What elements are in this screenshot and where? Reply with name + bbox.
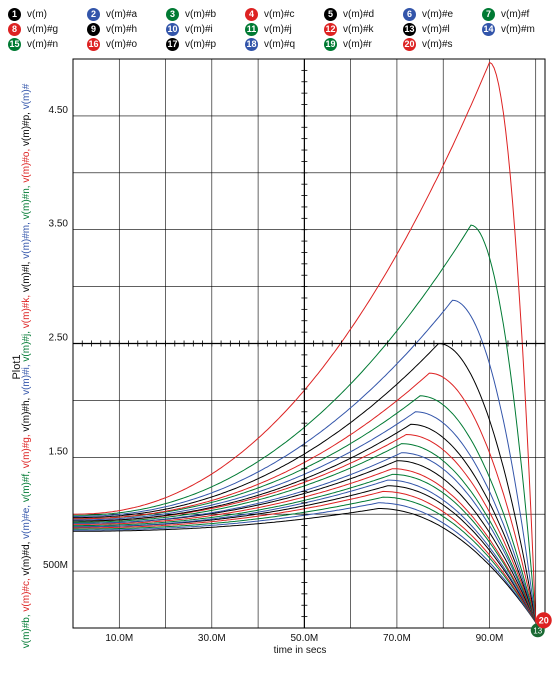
legend-marker: 4 [245,7,258,21]
legend-item: 10 v(m)#i [166,21,213,37]
legend-marker: 15 [8,37,21,51]
legend-item: 19 v(m)#r [324,36,372,52]
y-axis-series-name: v(m)#c, [21,575,32,612]
legend-label: v(m)#s [422,38,453,50]
y-axis-series-name: v(m)#n, [21,182,32,220]
x-tick-label: 50.0M [290,633,318,644]
x-tick-label: 90.0M [476,633,504,644]
legend-item: 6 v(m)#e [403,6,453,22]
y-axis-series-name: v(m)#e, [21,502,32,539]
y-axis-series-name: v(m)#b, [21,611,32,649]
legend-item: 15 v(m)#n [8,36,58,52]
legend-label: v(m)#p [185,38,217,50]
end-marker [535,612,552,629]
legend-item: 4 v(m)#c [245,6,295,22]
legend-label: v(m)#m [501,23,535,35]
legend-item: 1 v(m) [8,6,47,22]
legend-item: 12 v(m)#k [324,21,374,37]
y-axis-series-name: v(m)#k, [21,292,32,329]
legend-marker: 6 [403,7,416,21]
legend-marker: 10 [166,22,179,36]
legend-marker: 19 [324,37,337,51]
legend-label: v(m)#o [106,38,138,50]
legend-label: v(m)#h [106,23,138,35]
chart-legend: 1 v(m) 2 v(m)#a 3 v(m)#b 4 v(m)#c 5 v(m)#d 6 v(m)#e… [0,0,552,52]
y-tick-label: 1.50 [49,446,69,457]
x-tick-label: 30.0M [198,633,226,644]
legend-item: 13 v(m)#l [403,21,450,37]
legend-marker: 17 [166,37,179,51]
legend-label: v(m)#d [343,8,375,20]
legend-label: v(m) [27,8,47,20]
legend-item: 3 v(m)#b [166,6,216,22]
legend-marker: 1 [8,7,21,21]
tick-labels: 10.0M 30.0M 50.0M 70.0M 90.0M 500M 1.50 2.50 3.5… [43,105,503,644]
legend-marker: 20 [403,37,416,51]
legend-label: v(m)#k [343,23,374,35]
legend-item: 16 v(m)#o [87,36,137,52]
axes [72,58,546,629]
legend-item: 5 v(m)#d [324,6,374,22]
y-axis-series-name: v(m)#f, [21,468,32,503]
y-axis-series-name: v(m)#l, [21,258,32,293]
legend-label: v(m)#i [185,23,213,35]
legend-marker: 8 [8,22,21,36]
legend-label: v(m)#j [264,23,292,35]
legend-item: 11 v(m)#j [245,21,292,37]
legend-marker: 18 [245,37,258,51]
legend-label: v(m)#b [185,8,217,20]
legend-marker: 13 [403,22,416,36]
y-axis-series-name: v(m)#h, [21,394,32,432]
legend-item: 18 v(m)#q [245,36,295,52]
legend-label: v(m)#c [264,8,295,20]
y-axis-series-name: v(m)#m, [21,219,32,259]
y-axis-series-name: v(m)#o, [21,145,32,183]
legend-item: 17 v(m)#p [166,36,216,52]
end-marker-label: 20 [539,615,549,625]
y-tick-label: 3.50 [49,219,69,230]
legend-item: 9 v(m)#h [87,21,137,37]
y-tick-label: 4.50 [49,105,69,116]
legend-item: 14 v(m)#m [482,21,535,37]
legend-marker: 11 [245,22,258,36]
legend-item: 20 v(m)#s [403,36,453,52]
legend-marker: 5 [324,7,337,21]
legend-item: 2 v(m)#a [87,6,137,22]
x-tick-label: 70.0M [383,633,411,644]
legend-label: v(m)#g [27,23,59,35]
y-axis-series-name: v(m)#g, [21,431,32,469]
legend-marker: 14 [482,22,495,36]
legend-label: v(m)#r [343,38,372,50]
y-axis-series-name: v(m)# [21,83,32,110]
legend-label: v(m)#q [264,38,296,50]
legend-item: 8 v(m)#g [8,21,58,37]
legend-marker: 12 [324,22,337,36]
end-marker-label: 13 [533,626,542,635]
y-tick-label: 2.50 [49,333,69,344]
x-axis-label: time in secs [273,645,327,656]
x-tick-label: 10.0M [105,633,133,644]
y-axis-series-name: v(m)#p, [21,109,32,146]
legend-label: v(m)#n [27,38,59,50]
legend-marker: 3 [166,7,179,21]
y-axis-label: Plot1 [11,354,23,380]
legend-marker: 9 [87,22,100,36]
legend-item: 7 v(m)#f [482,6,529,22]
y-axis-series-name: v(m)#d, [21,538,32,576]
legend-label: v(m)#e [422,8,454,20]
legend-marker: 2 [87,7,100,21]
legend-label: v(m)#l [422,23,450,35]
legend-marker: 16 [87,37,100,51]
legend-label: v(m)#f [501,8,530,20]
legend-marker: 7 [482,7,495,21]
y-tick-label: 500M [43,560,68,571]
legend-label: v(m)#a [106,8,138,20]
